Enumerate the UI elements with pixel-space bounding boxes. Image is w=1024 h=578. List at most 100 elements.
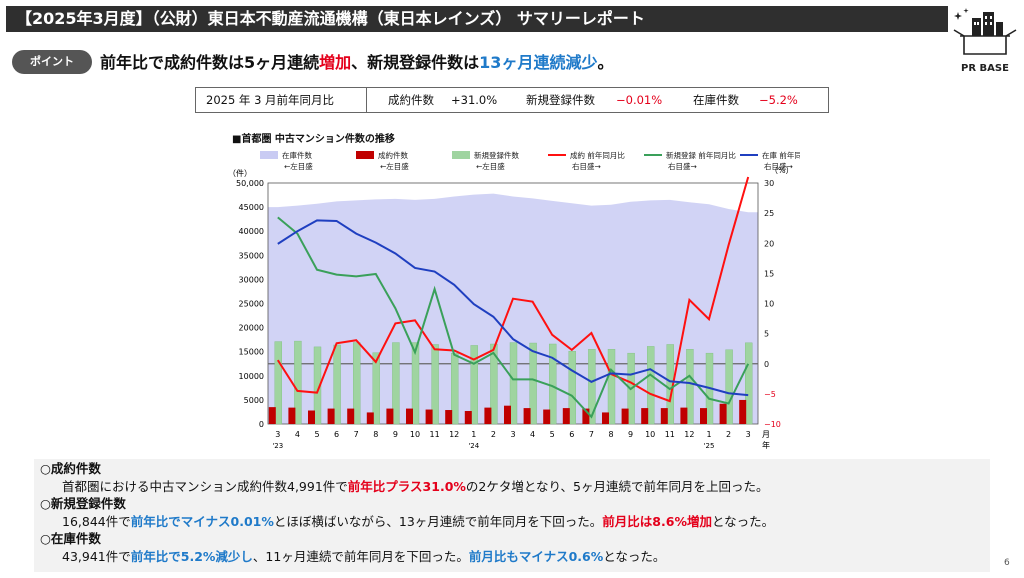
x-tick-label: 6: [334, 430, 339, 439]
legend-label: 右目盛→: [764, 161, 793, 171]
legend-label: 成約 前年同月比: [570, 150, 625, 160]
contract-bar: [445, 410, 453, 424]
x-tick-label: 2: [726, 430, 731, 439]
summary-emphasis: 前年比でマイナス0.01%: [130, 513, 274, 529]
right-axis-unit: （%）: [770, 166, 794, 175]
yoy-divider: [366, 88, 367, 112]
new-listing-bar: [392, 342, 400, 425]
x-tick-label: 3: [746, 430, 751, 439]
x-tick-label: 7: [354, 430, 359, 439]
legend-label: 成約件数: [378, 150, 408, 160]
headline: 前年比で成約件数は5ヶ月連続増加、新規登録件数は13ヶ月連続減少。: [100, 49, 613, 73]
contract-bar: [406, 408, 413, 424]
yoy-inventory-label: 在庫件数: [693, 93, 739, 107]
right-tick-label: 20: [764, 239, 774, 248]
contract-bar: [543, 409, 551, 424]
building-box-icon: [953, 8, 1017, 55]
new-listing-bar: [450, 352, 459, 425]
contract-bar: [602, 412, 609, 424]
contract-bar: [484, 407, 492, 424]
legend-swatch: [356, 151, 374, 159]
legend-label: ←左目盛: [284, 161, 313, 171]
contract-bar: [425, 409, 433, 424]
point-badge: ポイント: [12, 50, 92, 74]
contract-bar: [680, 407, 688, 424]
x-unit-label: 月: [762, 430, 770, 439]
legend-swatch: [260, 151, 278, 159]
legend-swatch: [452, 151, 470, 159]
x-tick-label: 4: [530, 430, 535, 439]
left-tick-label: 5000: [244, 396, 264, 405]
report-title: 【2025年3月度】（公財）東日本不動産流通機構（東日本レインズ） サマリーレポ…: [6, 6, 948, 32]
legend-label: ←左目盛: [380, 161, 409, 171]
contract-bar: [504, 405, 511, 424]
summary-text: の2ケタ増となり、5ヶ月連続で前年同月を上回った。: [465, 478, 769, 494]
left-tick-label: 0: [259, 420, 264, 429]
new-listing-bar: [607, 349, 616, 425]
new-listing-bar: [686, 349, 694, 425]
yoy-label: 2025 年 3 月前年同月比: [206, 93, 335, 107]
x-tick-label: 3: [275, 430, 280, 439]
x-tick-label: 6: [569, 430, 574, 439]
chart-title: ■首都圏 中古マンション件数の推移: [232, 134, 395, 145]
x-tick-label: 1: [706, 430, 711, 439]
legend-label: 新規登録件数: [474, 150, 519, 160]
yoy-new-listing-value: −0.01%: [616, 93, 663, 107]
summary-emphasis: 前月比は8.6%増加: [602, 513, 712, 529]
new-listing-bar: [725, 349, 733, 425]
contract-bar: [366, 412, 374, 424]
contract-bar: [700, 408, 707, 424]
summary-body-new-listings: 16,844件で前年比でマイナス0.01%とほぼ横ばいながら、13ヶ月連続で前年…: [40, 513, 984, 531]
contract-bar: [621, 408, 629, 424]
new-listing-bar: [333, 344, 341, 425]
legend-label: 右目盛→: [572, 161, 601, 171]
right-tick-label: 15: [764, 269, 774, 278]
new-listing-bar: [647, 346, 655, 425]
summary-text: 16,844件で: [62, 513, 131, 529]
x-unit-label: 年: [762, 440, 770, 450]
new-listing-bar: [411, 342, 420, 425]
x-tick-label: 11: [430, 430, 440, 439]
legend-label: 新規登録 前年同月比: [666, 150, 736, 160]
contract-bar: [268, 407, 276, 424]
summary-emphasis: 前年比プラス31.0%: [347, 478, 466, 494]
x-tick-label: 11: [665, 430, 675, 439]
summary-text: とほぼ横ばいながら、13ヶ月連続で前年同月を下回った。: [273, 513, 603, 529]
new-listing-bar: [549, 343, 557, 425]
right-tick-label: −5: [764, 390, 776, 399]
headline-emphasis-increase: 増加: [319, 53, 352, 72]
right-tick-label: 10: [764, 300, 774, 309]
right-tick-label: −10: [764, 420, 781, 429]
contract-bar: [562, 408, 570, 424]
headline-part: 前年比で成約件数は5ヶ月連続: [100, 53, 320, 72]
new-listing-bar: [313, 346, 322, 425]
new-listing-bar: [431, 344, 439, 425]
new-listing-bar: [490, 343, 498, 425]
x-tick-label: 9: [628, 430, 633, 439]
left-tick-label: 20000: [239, 324, 264, 333]
summary-text: となった。: [603, 548, 666, 564]
summary-body-inventory: 43,941件で前年比で5.2%減少し、11ヶ月連続で前年同月を下回った。前月比…: [40, 548, 984, 566]
summary-text: 43,941件で: [62, 548, 131, 564]
legend-label: ←左目盛: [476, 161, 505, 171]
x-tick-label: 12: [449, 430, 459, 439]
new-listing-bar: [294, 340, 302, 425]
year-label: '25: [704, 442, 715, 450]
yoy-new-listing-label: 新規登録件数: [526, 93, 595, 107]
logo-text: PR BASE: [961, 63, 1009, 74]
x-tick-label: 5: [550, 430, 555, 439]
contract-bar: [327, 408, 335, 424]
left-tick-label: 45000: [239, 203, 264, 212]
contract-bar: [582, 408, 590, 424]
headline-emphasis-decrease: 13ヶ月連続減少: [479, 53, 598, 72]
new-listing-bar: [568, 351, 576, 425]
contract-bar: [641, 408, 649, 424]
x-tick-label: 10: [410, 430, 420, 439]
x-tick-label: 1: [471, 430, 476, 439]
x-tick-label: 8: [608, 430, 613, 439]
x-tick-label: 4: [295, 430, 300, 439]
yoy-summary-box: 2025 年 3 月前年同月比 成約件数 +31.0% 新規登録件数 −0.01…: [195, 87, 829, 113]
new-listing-bar: [372, 352, 381, 425]
left-tick-label: 30000: [239, 275, 264, 284]
